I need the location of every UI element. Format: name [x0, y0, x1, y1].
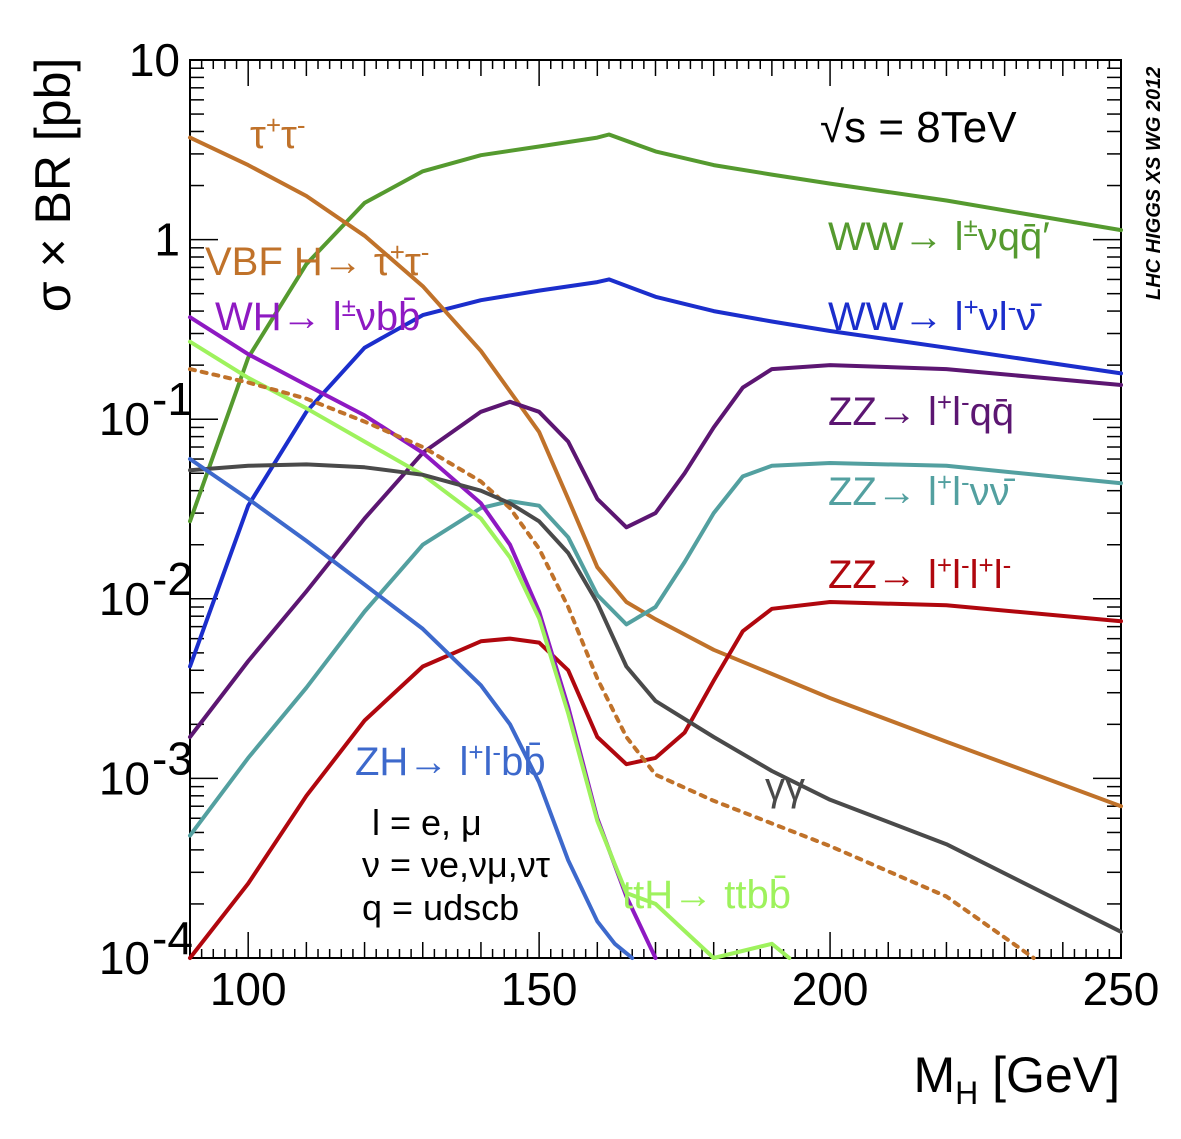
- axis-ticks: [189, 60, 1122, 959]
- y-tick-exponent: -1: [152, 373, 193, 425]
- y-tick-exponent: -4: [152, 912, 193, 964]
- label-zh: ZH→ l+l-bb̄: [355, 737, 546, 784]
- label-zz-nn: ZZ→ l+l-νν̄: [828, 467, 1016, 514]
- x-axis-title-sub: H: [955, 1075, 978, 1111]
- label-ww-lv: WW→ l+νl-ν̄: [828, 292, 1042, 339]
- y-axis-title: σ × BR [pb]: [25, 58, 81, 313]
- label-ww-qq: WW→ l±νqq̄′: [828, 212, 1050, 259]
- label-gammagamma: γγ: [765, 765, 805, 809]
- series-line-3: [188, 363, 1123, 739]
- y-tick-label: 10: [99, 573, 150, 625]
- energy-label: √s = 8TeV: [820, 103, 1017, 152]
- note-quark: q = udscb: [362, 887, 519, 928]
- label-zz-qq: ZZ→ l+l-qq̄: [828, 387, 1014, 434]
- series-line-0: [188, 132, 1123, 524]
- series-line-7: [188, 339, 792, 960]
- series-line-8: [188, 367, 1036, 960]
- label-vbf: VBF H→ τ+τ-: [205, 237, 429, 284]
- y-tick-label: 10: [99, 932, 150, 984]
- series-line-10: [188, 457, 635, 960]
- label-tth: ttH→ ttbb̄: [622, 873, 791, 917]
- x-tick-label: 150: [501, 963, 578, 1015]
- y-tick-exponent: -3: [152, 732, 193, 784]
- x-axis-title: MH [GeV]: [914, 1047, 1121, 1111]
- watermark: LHC HIGGS XS WG 2012: [1143, 67, 1165, 300]
- y-tick-label: 10: [129, 34, 180, 86]
- x-tick-label: 200: [792, 963, 869, 1015]
- label-tautau: τ+τ-: [250, 110, 305, 157]
- y-tick-label: 1: [154, 214, 180, 266]
- x-tick-label: 100: [210, 963, 287, 1015]
- series-line-2: [188, 135, 1123, 809]
- x-tick-label: 250: [1083, 963, 1160, 1015]
- series-line-4: [188, 461, 1123, 838]
- label-wh: WH→ l±νbb̄: [215, 292, 420, 339]
- y-tick-label: 10: [99, 393, 150, 445]
- series-line-1: [188, 277, 1123, 669]
- note-lepton: l = e, μ: [372, 802, 482, 843]
- y-tick-label: 10: [99, 752, 150, 804]
- series-line-5: [188, 600, 1123, 960]
- label-zz-4l: ZZ→ l+l-l+l-: [828, 550, 1011, 597]
- series-lines: [188, 132, 1123, 960]
- note-neutrino: ν = νe,νμ,ντ: [362, 844, 550, 885]
- series-line-9: [188, 462, 1123, 934]
- y-tick-exponent: -2: [152, 553, 193, 605]
